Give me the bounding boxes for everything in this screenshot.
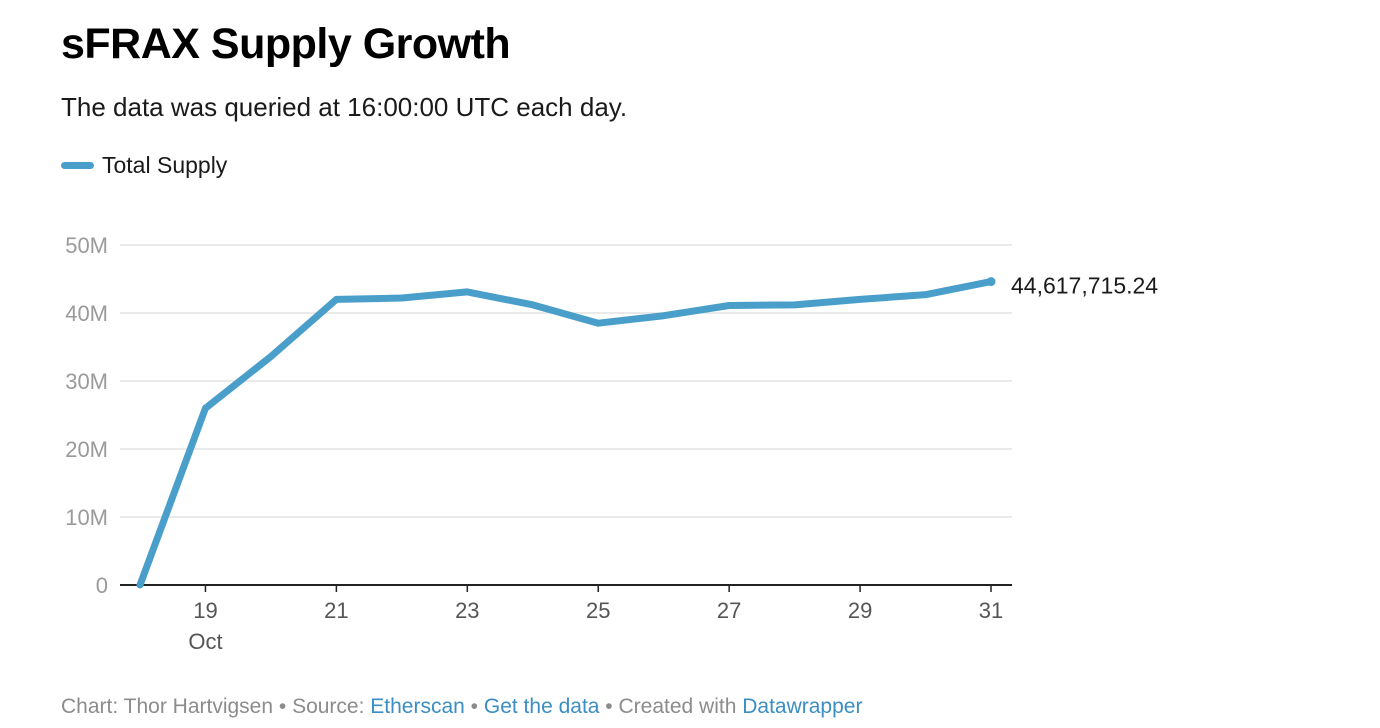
get-data-link[interactable]: Get the data [483, 695, 600, 718]
x-tick-label: 23 [455, 598, 479, 623]
x-tick-label: 19 [193, 598, 217, 623]
footer-created-prefix: Created with [618, 695, 743, 718]
x-tick-label: 25 [586, 598, 610, 623]
legend-swatch [61, 161, 94, 169]
series-end-point [986, 277, 996, 287]
datawrapper-link[interactable]: Datawrapper [742, 695, 863, 718]
x-tick-label: 29 [848, 598, 872, 623]
x-tick-label: 27 [717, 598, 741, 623]
y-tick-label: 10M [65, 505, 108, 530]
y-tick-label: 40M [65, 301, 108, 326]
y-axis-ticks: 0 10M 20M 30M 40M 50M [65, 233, 108, 598]
end-value-label: 44,617,715.24 [1011, 273, 1158, 299]
y-tick-label: 0 [96, 573, 108, 598]
footer-separator: • [273, 695, 293, 718]
footer-author: Chart: Thor Hartvigsen [61, 695, 274, 718]
y-tick-label: 30M [65, 369, 108, 394]
y-tick-label: 50M [65, 233, 108, 258]
legend: Total Supply [61, 150, 227, 180]
x-month-label: Oct [188, 629, 222, 654]
source-link[interactable]: Etherscan [370, 695, 465, 718]
footer-separator: • [464, 695, 484, 718]
gridlines [120, 244, 1012, 518]
x-tick-label: 31 [979, 598, 1003, 623]
footer-source-prefix: Source: [292, 695, 371, 718]
chart-title: sFRAX Supply Growth [61, 20, 511, 68]
x-axis-ticks: 19 Oct 21 23 25 27 29 31 [188, 585, 1003, 654]
chart-footer: Chart: Thor Hartvigsen • Source: Ethersc… [61, 692, 862, 722]
x-tick-label: 21 [324, 598, 348, 623]
legend-label: Total Supply [102, 152, 228, 178]
series-line-total-supply [136, 278, 995, 589]
y-tick-label: 20M [65, 437, 108, 462]
footer-separator: • [599, 695, 619, 718]
chart-subtitle: The data was queried at 16:00:00 UTC eac… [61, 92, 628, 122]
